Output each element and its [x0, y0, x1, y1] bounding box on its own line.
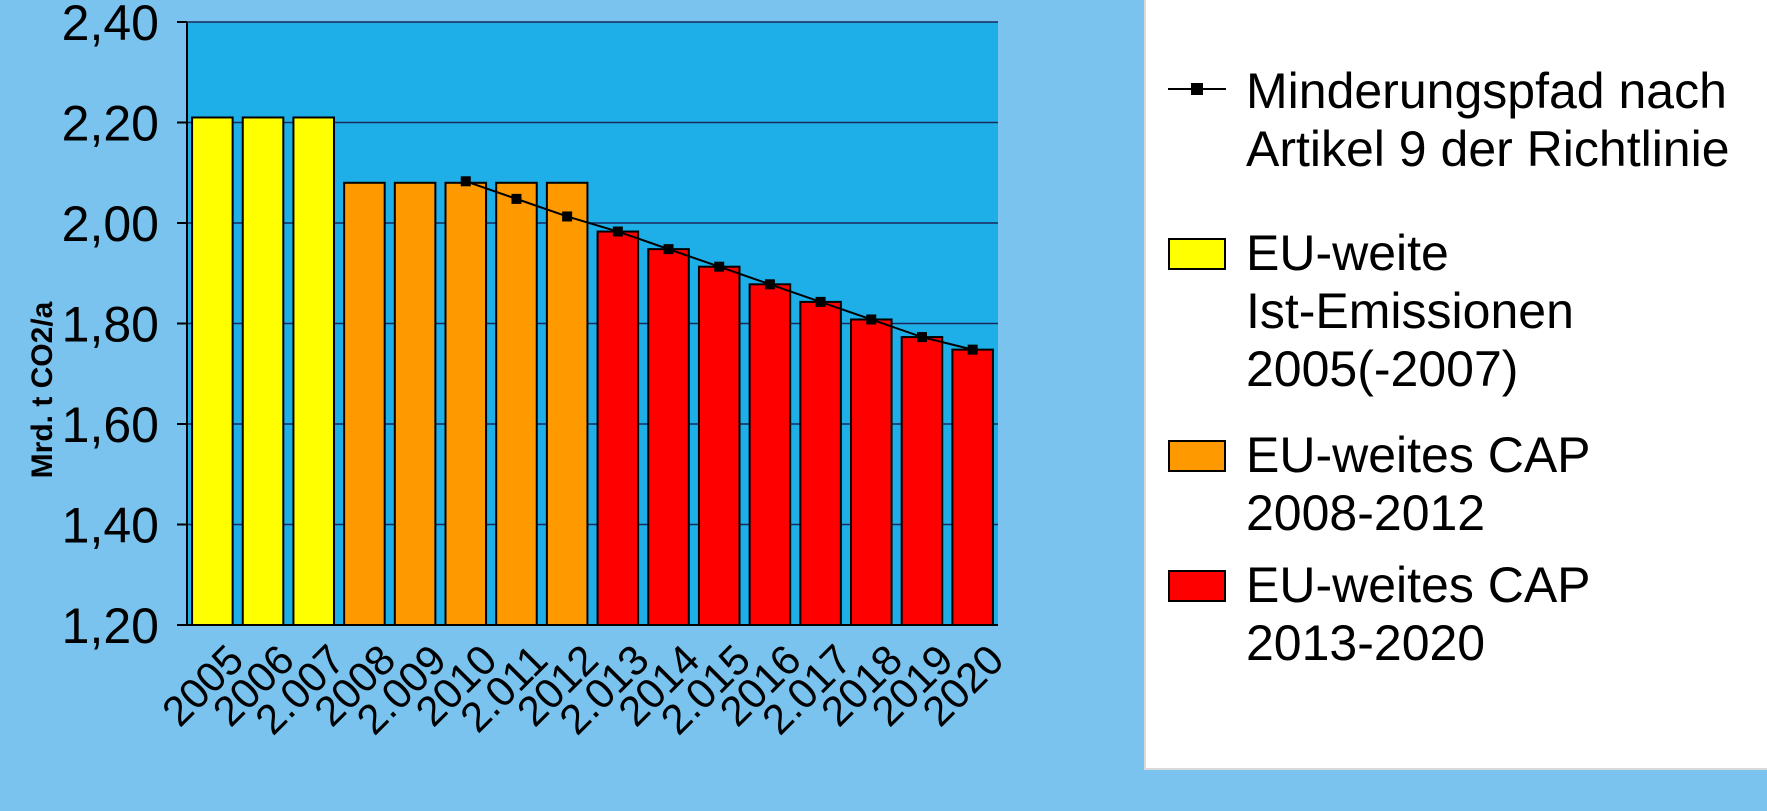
legend-label-red: EU-weites CAP 2013-2020 — [1246, 557, 1591, 671]
axes — [177, 21, 998, 626]
bar — [545, 181, 589, 627]
bar — [748, 283, 792, 626]
bar — [393, 181, 437, 627]
y-tick-labels: 1,20 1,40 1,60 1,80 2,00 2,20 2,40 — [62, 0, 159, 654]
path-marker — [815, 296, 826, 307]
path-marker — [866, 314, 877, 325]
bar — [444, 181, 488, 627]
line-series — [460, 176, 978, 355]
y-tick-label: 1,80 — [62, 297, 159, 353]
path-marker — [612, 226, 623, 237]
path-marker — [511, 193, 522, 204]
swatch-red — [1168, 570, 1226, 602]
path-marker — [764, 279, 775, 290]
swatch-orange — [1168, 440, 1226, 472]
path-marker — [916, 332, 927, 343]
y-tick-label: 2,40 — [62, 0, 159, 51]
bar — [343, 181, 386, 627]
bar — [191, 116, 234, 626]
legend-label-orange: EU-weites CAP 2008-2012 — [1246, 427, 1591, 541]
bar — [596, 230, 640, 626]
path-marker — [967, 344, 978, 355]
y-tick-label: 1,60 — [62, 397, 159, 453]
bar — [697, 265, 741, 626]
x-tick-labels: 200520062.00720082.00920102.01120122.013… — [153, 636, 1013, 744]
bar — [495, 181, 538, 627]
bar — [951, 348, 994, 626]
y-tick-label: 2,00 — [62, 196, 159, 252]
bar — [241, 116, 285, 626]
bar — [292, 116, 335, 626]
path-marker — [714, 261, 725, 272]
path-marker — [460, 176, 471, 187]
path-marker — [562, 211, 573, 222]
y-tick-label: 1,20 — [62, 598, 159, 654]
bar — [647, 248, 690, 626]
line-marker-icon — [1168, 82, 1226, 96]
bar — [900, 336, 944, 626]
swatch-yellow — [1168, 238, 1226, 270]
bar — [799, 300, 842, 626]
bars — [191, 116, 994, 627]
legend-label-yellow: EU-weite Ist-Emissionen 2005(-2007) — [1246, 225, 1574, 397]
bar — [850, 318, 893, 626]
path-marker — [663, 244, 674, 255]
y-tick-label: 1,40 — [62, 498, 159, 554]
y-axis-label: Mrd. t CO2/a — [26, 301, 59, 478]
legend-label-path: Minderungspfad nach Artikel 9 der Richtl… — [1246, 63, 1730, 177]
legend: Minderungspfad nach Artikel 9 der Richtl… — [1144, 0, 1767, 770]
y-tick-label: 2,20 — [62, 96, 159, 152]
